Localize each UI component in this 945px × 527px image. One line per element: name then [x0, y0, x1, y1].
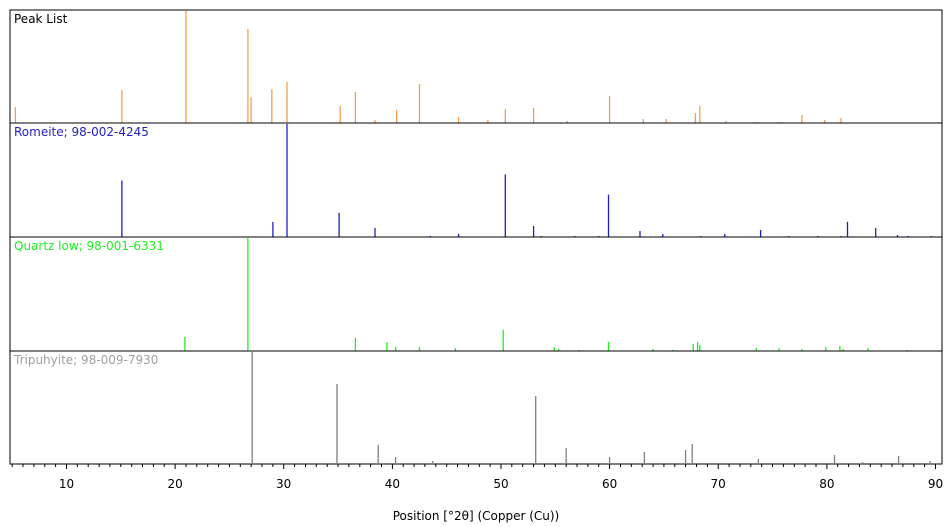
- x-tick-label: 50: [493, 477, 508, 491]
- x-tick-label: 80: [819, 477, 834, 491]
- panels-layer: Peak List Romeite; 98-002-4245 Quartz low;…: [9, 9, 943, 465]
- panel-frame: [9, 236, 943, 352]
- x-axis-label: Position [°2θ] (Copper (Cu)): [393, 509, 560, 523]
- panel-1: Peak List: [9, 9, 943, 124]
- x-tick-label: 10: [59, 477, 74, 491]
- x-tick-label: 20: [167, 477, 182, 491]
- x-axis: 10 20 30 40 50 60 70 80 90: [11, 464, 943, 491]
- x-tick-label: 30: [276, 477, 291, 491]
- panel-frame: [9, 350, 943, 465]
- panel-4: Tripuhyite; 98-009-7930: [9, 350, 943, 465]
- panel-label: Quartz low; 98-001-6331: [14, 239, 164, 253]
- x-tick-label: 40: [385, 477, 400, 491]
- panel-3: Quartz low; 98-001-6331: [9, 236, 943, 352]
- panel-label: Romeite; 98-002-4245: [14, 125, 149, 139]
- panel-2: Romeite; 98-002-4245: [9, 122, 943, 238]
- panel-frame: [9, 9, 943, 124]
- panel-label: Peak List: [14, 12, 68, 26]
- x-tick-label: 70: [711, 477, 726, 491]
- x-tick-label: 90: [928, 477, 943, 491]
- panel-frame: [9, 122, 943, 238]
- x-tick-label: 60: [602, 477, 617, 491]
- panel-label: Tripuhyite; 98-009-7930: [13, 353, 158, 367]
